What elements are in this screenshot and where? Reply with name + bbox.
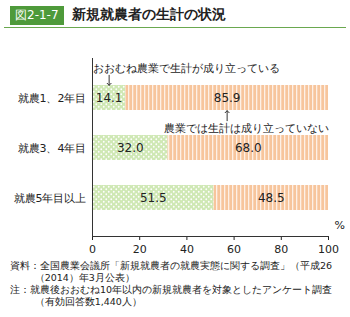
html-text:資料：全国農業会議所「新規就農者の就農実態に関する調査」（平: 資料：全国農業会議所「新規就農者の就農実態に関する調査」（平成26（2014）年… <box>10 260 333 283</box>
svg-text:20: 20 <box>133 243 147 256</box>
svg-text:32.0: 32.0 <box>117 141 144 155</box>
svg-text:85.9: 85.9 <box>214 91 241 105</box>
html-text:図2-1-7: 図2-1-7 <box>15 7 59 22</box>
svg-text:48.5: 48.5 <box>258 191 285 205</box>
svg-text:%: % <box>335 219 345 232</box>
svg-text:農業では生計は成り立っていない: 農業では生計は成り立っていない <box>164 122 329 135</box>
html-text:新規就農者の生計の状況: 新規就農者の生計の状況 <box>71 6 226 22</box>
svg-text:100: 100 <box>318 243 339 256</box>
svg-text:就農5年目以上: 就農5年目以上 <box>14 192 87 205</box>
svg-text:68.0: 68.0 <box>235 141 262 155</box>
svg-text:おおむね農業で生計が成り立っている: おおむね農業で生計が成り立っている <box>93 62 280 75</box>
svg-text:80: 80 <box>274 243 288 256</box>
svg-text:就農1、2年目: 就農1、2年目 <box>18 92 87 105</box>
svg-text:0: 0 <box>89 243 96 256</box>
svg-text:40: 40 <box>180 243 194 256</box>
html-text:注：就農後おおむね10年以内の新規就農者を対象としたアンケー: 注：就農後おおむね10年以内の新規就農者を対象としたアンケート調査（有効回答数1… <box>10 284 333 307</box>
svg-text:60: 60 <box>227 243 241 256</box>
svg-text:就農3、4年目: 就農3、4年目 <box>18 142 87 155</box>
svg-text:51.5: 51.5 <box>140 191 167 205</box>
svg-text:14.1: 14.1 <box>96 91 123 105</box>
